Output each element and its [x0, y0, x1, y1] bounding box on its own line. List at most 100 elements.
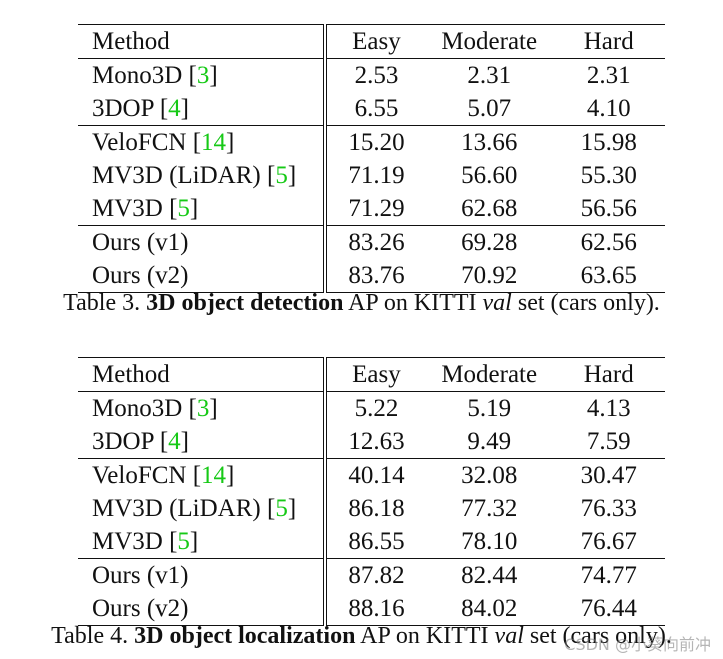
value-cell: 55.30	[580, 162, 637, 189]
value-cell: 12.63	[348, 428, 405, 455]
table-row: Ours (v2) 83.76 70.92 63.65	[78, 259, 665, 293]
caption-suffix: set (cars only).	[523, 623, 672, 649]
table-3-detection: Method Easy Moderate Hard Mono3D [3] 2.53 2.31…	[78, 24, 665, 293]
citation-link[interactable]: 5	[177, 528, 190, 555]
method-name: MV3D	[92, 195, 163, 222]
table-row: MV3D (LiDAR) [5] 86.18 77.32 76.33	[78, 492, 665, 525]
value-cell: 30.47	[552, 458, 665, 492]
value-cell: 83.76	[324, 259, 426, 293]
caption-prefix: Table 4.	[51, 623, 135, 649]
value-cell: 88.16	[324, 592, 426, 626]
header-moderate: Moderate	[425, 24, 553, 59]
method-cell: VeloFCN [14]	[78, 458, 327, 492]
table-row: 3DOP [4] 12.63 9.49 7.59	[78, 425, 665, 459]
table-4-localization: Method Easy Moderate Hard Mono3D [3] 5.22 5.19…	[78, 357, 665, 626]
table-row: MV3D [5] 71.29 62.68 56.56	[78, 192, 665, 226]
citation-link[interactable]: 14	[201, 462, 227, 489]
value-cell: 71.19	[348, 162, 405, 189]
watermark: CSDN @小葵向前冲	[564, 635, 711, 654]
value-cell: 76.33	[580, 495, 637, 522]
value-cell: 9.49	[467, 428, 512, 455]
value-cell: 69.28	[425, 225, 553, 259]
method-name: VeloFCN	[92, 129, 187, 156]
method-cell: MV3D (LiDAR) [5]	[78, 159, 327, 192]
value-cell: 2.31	[467, 62, 512, 89]
value-cell: 5.22	[354, 395, 399, 422]
value-cell: 71.29	[348, 195, 405, 222]
method-cell: MV3D [5]	[78, 192, 327, 226]
method-cell: Ours (v1)	[78, 558, 327, 592]
method-cell: Mono3D [3]	[78, 391, 327, 425]
method-name: Mono3D	[92, 62, 183, 89]
value-cell: 15.20	[324, 125, 426, 159]
method-name: Ours (v1)	[92, 562, 189, 589]
header-easy: Easy	[324, 24, 426, 59]
value-cell: 86.18	[348, 495, 405, 522]
citation-link[interactable]: 4	[168, 428, 181, 455]
table-row: 3DOP [4] 6.55 5.07 4.10	[78, 92, 665, 126]
value-cell: 2.53	[354, 62, 399, 89]
caption-italic: val	[482, 290, 512, 316]
method-cell: 3DOP [4]	[78, 92, 327, 126]
citation-link[interactable]: 14	[201, 129, 227, 156]
value-cell: 4.10	[586, 95, 631, 122]
method-cell: Ours (v1)	[78, 225, 327, 259]
value-cell: 2.31	[586, 62, 631, 89]
value-cell: 63.65	[552, 259, 665, 293]
caption-bold: 3D object localization	[134, 623, 356, 649]
value-cell: 76.44	[552, 592, 665, 626]
value-cell: 40.14	[324, 458, 426, 492]
table-row: VeloFCN [14] 15.20 13.66 15.98	[78, 125, 665, 159]
header-method: Method	[78, 357, 327, 392]
value-cell: 70.92	[425, 259, 553, 293]
method-name: Mono3D	[92, 395, 183, 422]
method-name: MV3D	[92, 528, 163, 555]
caption-prefix: Table 3.	[63, 290, 147, 316]
citation-link[interactable]: 5	[275, 495, 288, 522]
method-name: MV3D (LiDAR)	[92, 495, 261, 522]
citation-link[interactable]: 3	[196, 62, 210, 89]
method-name: MV3D (LiDAR)	[92, 162, 261, 189]
value-cell: 87.82	[324, 558, 426, 592]
method-cell: Ours (v2)	[78, 592, 327, 626]
value-cell: 62.68	[461, 195, 518, 222]
method-name: 3DOP	[92, 95, 154, 122]
citation-link[interactable]: 4	[168, 95, 181, 122]
citation-link[interactable]: 5	[177, 195, 190, 222]
table-row: MV3D (LiDAR) [5] 71.19 56.60 55.30	[78, 159, 665, 192]
table-row: Mono3D [3] 5.22 5.19 4.13	[78, 391, 665, 425]
citation-link[interactable]: 3	[196, 395, 210, 422]
value-cell: 83.26	[324, 225, 426, 259]
caption-italic: val	[494, 623, 524, 649]
value-cell: 62.56	[552, 225, 665, 259]
value-cell: 6.55	[354, 95, 399, 122]
value-cell: 7.59	[586, 428, 631, 455]
method-cell: MV3D [5]	[78, 525, 327, 559]
header-hard: Hard	[552, 357, 665, 392]
value-cell: 74.77	[552, 558, 665, 592]
value-cell: 77.32	[461, 495, 518, 522]
method-name: Ours (v2)	[92, 595, 189, 622]
value-cell: 84.02	[425, 592, 553, 626]
value-cell: 56.60	[461, 162, 518, 189]
citation-link[interactable]: 5	[275, 162, 288, 189]
method-cell: Mono3D [3]	[78, 58, 327, 92]
table-row: VeloFCN [14] 40.14 32.08 30.47	[78, 458, 665, 492]
header-moderate: Moderate	[425, 357, 553, 392]
value-cell: 15.98	[552, 125, 665, 159]
table-row: Mono3D [3] 2.53 2.31 2.31	[78, 58, 665, 92]
value-cell: 5.19	[467, 395, 512, 422]
table-row: MV3D [5] 86.55 78.10 76.67	[78, 525, 665, 559]
method-name: Ours (v1)	[92, 229, 189, 256]
method-cell: VeloFCN [14]	[78, 125, 327, 159]
table-row: Ours (v1) 83.26 69.28 62.56	[78, 225, 665, 259]
method-cell: 3DOP [4]	[78, 425, 327, 459]
value-cell: 78.10	[461, 528, 518, 555]
caption-bold: 3D object detection	[146, 290, 344, 316]
caption-middle: AP on KITTI	[355, 623, 495, 649]
table-row: Ours (v1) 87.82 82.44 74.77	[78, 558, 665, 592]
method-name: 3DOP	[92, 428, 154, 455]
value-cell: 5.07	[467, 95, 512, 122]
table-row: Ours (v2) 88.16 84.02 76.44	[78, 592, 665, 626]
method-cell: MV3D (LiDAR) [5]	[78, 492, 327, 525]
